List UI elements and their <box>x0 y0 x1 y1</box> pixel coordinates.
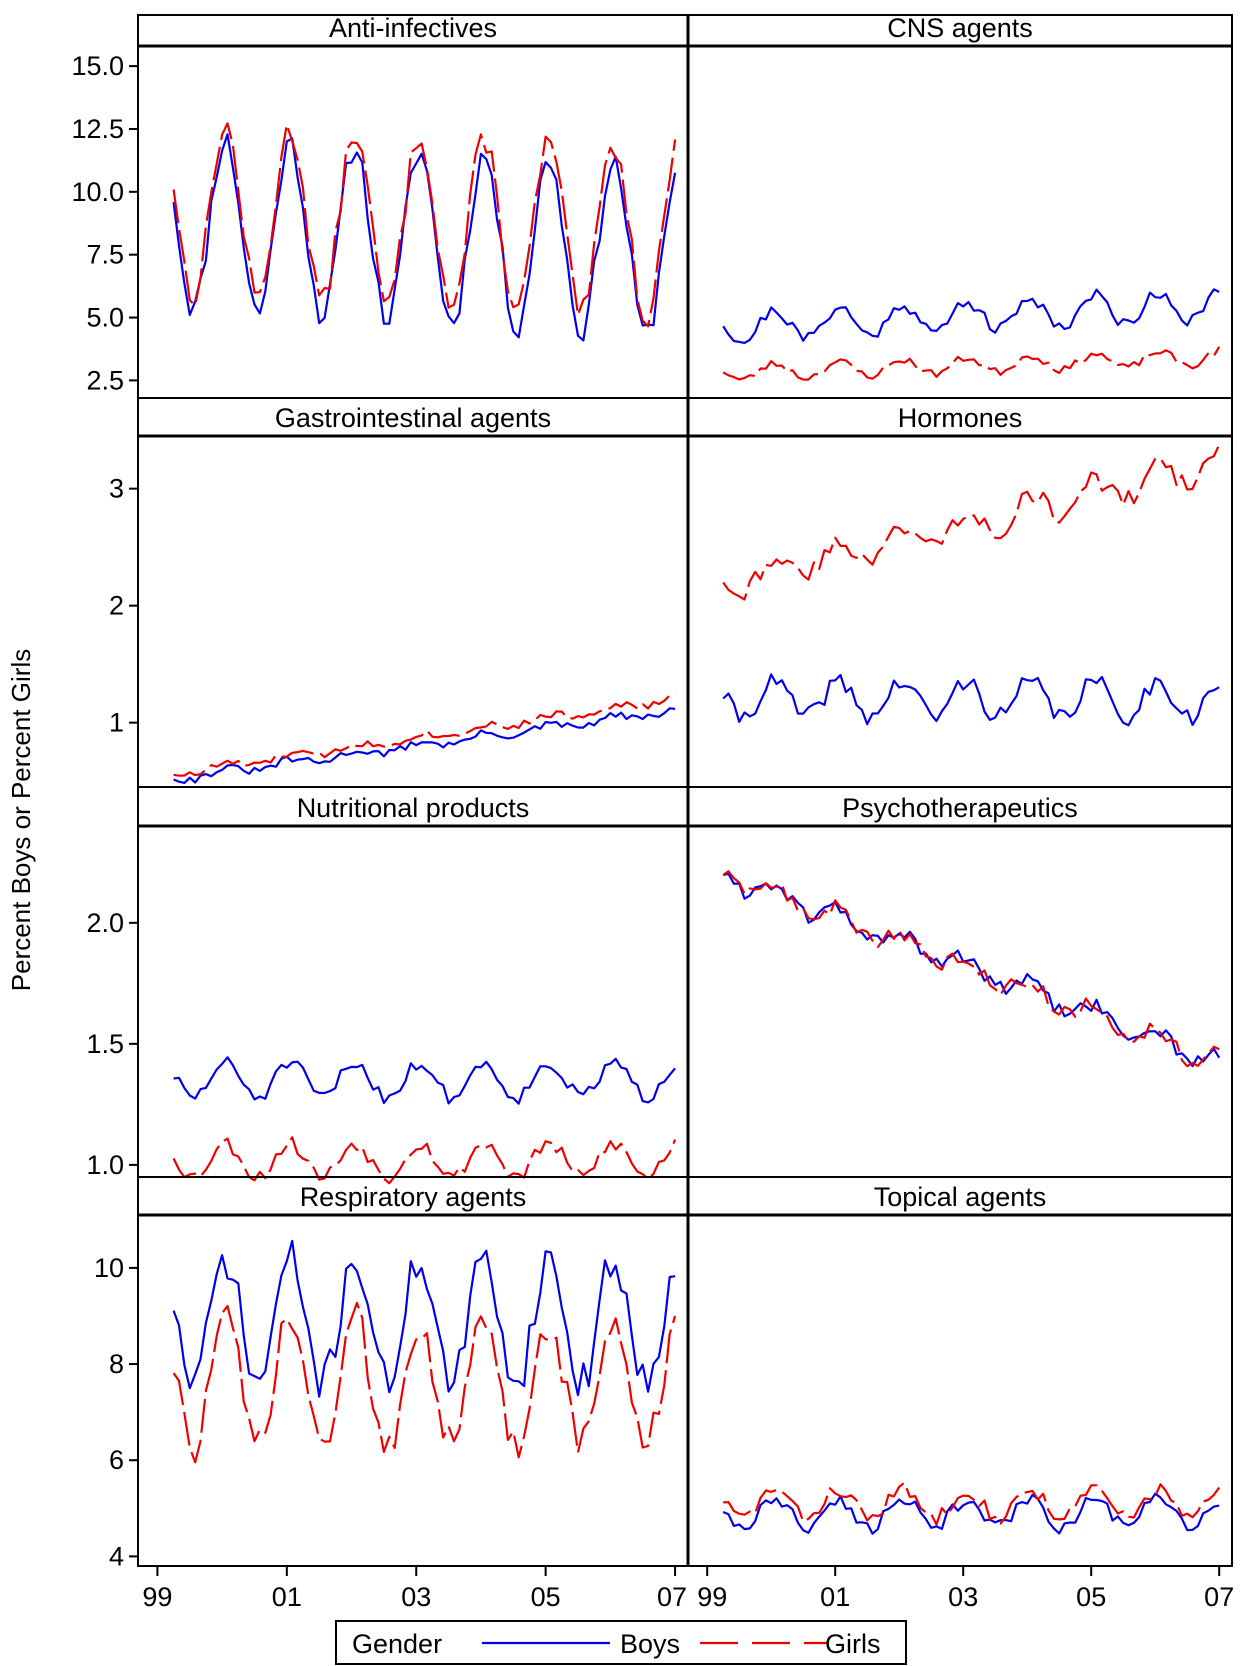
y-tick-label: 5.0 <box>86 303 124 333</box>
panel-gastrointestinal-agents: Gastrointestinal agents 1 2 3 <box>109 397 689 788</box>
series-line-boys <box>173 707 676 784</box>
panel-frame <box>687 14 1233 399</box>
x-tick-label: 99 <box>142 1582 172 1612</box>
panel-frame <box>137 786 689 1178</box>
x-tick-label: 05 <box>531 1582 561 1612</box>
panel-psychotherapeutics: Psychotherapeutics <box>687 786 1233 1178</box>
series-line-girls <box>723 1481 1221 1526</box>
panel-topical-agents: Topical agents 99 01 03 05 07 <box>687 1176 1234 1612</box>
panel-frame <box>687 397 1233 788</box>
series-line-boys <box>172 133 677 342</box>
y-tick-label: 8 <box>109 1349 124 1379</box>
legend-label-girls: Girls <box>825 1629 881 1659</box>
panel-frame <box>137 14 689 399</box>
y-tick-label: 2 <box>109 591 124 621</box>
x-tick-label: 99 <box>697 1582 727 1612</box>
x-tick-label: 07 <box>657 1582 687 1612</box>
panel-title: CNS agents <box>887 13 1033 43</box>
y-axis-label: Percent Boys or Percent Girls <box>6 649 36 991</box>
series-line-girls <box>722 870 1220 1068</box>
series-line-boys <box>172 1239 676 1398</box>
panels: Anti-infectives 2.5 5.0 7.5 10.0 12.5 15.0 CNS … <box>71 13 1234 1612</box>
series-line-girls <box>172 1301 677 1464</box>
panel-title: Nutritional products <box>297 793 530 823</box>
panel-title: Respiratory agents <box>300 1182 527 1212</box>
series-line-girls <box>173 691 676 777</box>
panel-frame <box>137 1176 689 1567</box>
panel-title: Topical agents <box>874 1182 1047 1212</box>
panel-nutritional-products: Nutritional products 1.0 1.5 2.0 <box>86 786 689 1185</box>
series-line-girls <box>172 122 677 328</box>
y-tick-label: 4 <box>109 1541 124 1571</box>
legend-label-boys: Boys <box>620 1629 680 1659</box>
y-tick-label: 7.5 <box>86 240 124 270</box>
x-tick-label: 01 <box>820 1582 850 1612</box>
series-line-boys <box>722 288 1220 344</box>
y-tick-label: 10 <box>94 1253 124 1283</box>
panel-title: Hormones <box>898 403 1023 433</box>
legend-title: Gender <box>352 1629 442 1659</box>
series-line-girls <box>722 346 1221 381</box>
series-line-boys <box>722 1492 1220 1535</box>
y-tick-label: 6 <box>109 1445 124 1475</box>
x-tick-label: 05 <box>1076 1582 1106 1612</box>
x-tick-label: 07 <box>1204 1582 1234 1612</box>
y-tick-label: 1.0 <box>86 1150 124 1180</box>
x-tick-label: 03 <box>401 1582 431 1612</box>
y-tick-label: 1.5 <box>86 1029 124 1059</box>
y-tick-label: 2.0 <box>86 908 124 938</box>
y-tick-label: 1 <box>109 708 124 738</box>
panel-frame <box>137 397 689 788</box>
panel-respiratory-agents: Respiratory agents 4 6 8 10 99 01 03 05 07 <box>94 1176 689 1612</box>
y-axis-title: Percent Boys or Percent Girls <box>6 649 36 991</box>
y-tick-label: 2.5 <box>86 365 124 395</box>
panel-frame <box>687 786 1233 1178</box>
y-tick-label: 15.0 <box>71 51 124 81</box>
series-line-boys <box>722 673 1220 727</box>
series-line-girls <box>722 444 1221 601</box>
panel-title: Psychotherapeutics <box>842 793 1078 823</box>
panel-title: Gastrointestinal agents <box>275 403 551 433</box>
legend: Gender Boys Girls <box>335 1620 907 1665</box>
panel-cns-agents: CNS agents <box>687 13 1233 399</box>
panel-title: Anti-infectives <box>329 13 497 43</box>
y-tick-label: 10.0 <box>71 177 124 207</box>
x-tick-label: 03 <box>948 1582 978 1612</box>
y-tick-label: 12.5 <box>71 114 124 144</box>
series-line-boys <box>173 1056 676 1105</box>
panel-anti-infectives: Anti-infectives 2.5 5.0 7.5 10.0 12.5 15.0 <box>71 13 689 399</box>
y-tick-label: 3 <box>109 474 124 504</box>
panel-hormones: Hormones <box>687 397 1233 788</box>
x-tick-label: 01 <box>272 1582 302 1612</box>
